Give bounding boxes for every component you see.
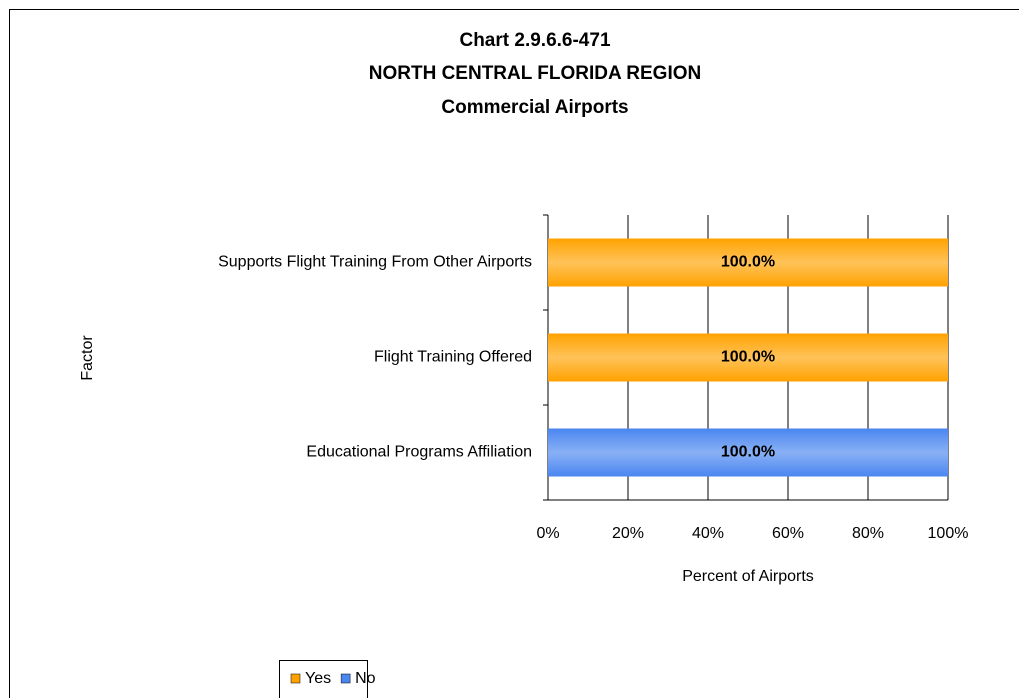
- bar-shine: [548, 238, 948, 287]
- data-label: 100.0%: [721, 444, 775, 461]
- data-label: 100.0%: [721, 349, 775, 366]
- legend-swatch: [290, 673, 301, 684]
- bar-shine: [548, 428, 948, 477]
- chart-border: [9, 9, 1019, 698]
- x-tick-label: 40%: [692, 525, 724, 542]
- x-tick-label: 0%: [536, 525, 559, 542]
- bar-shine: [548, 333, 948, 382]
- chart-title: Chart 2.9.6.6-471: [459, 30, 610, 51]
- chart-title: NORTH CENTRAL FLORIDA REGION: [369, 63, 702, 84]
- legend-label: Yes: [305, 670, 331, 687]
- y-tick-label: Educational Programs Affiliation: [306, 444, 532, 461]
- data-label: 100.0%: [721, 254, 775, 271]
- y-axis-title: Factor: [79, 335, 96, 381]
- x-tick-label: 100%: [928, 525, 969, 542]
- y-tick-label: Flight Training Offered: [374, 349, 532, 366]
- x-tick-label: 80%: [852, 525, 884, 542]
- chart-title: Commercial Airports: [441, 97, 628, 118]
- legend-swatch: [340, 673, 351, 684]
- y-tick-label: Supports Flight Training From Other Airp…: [218, 254, 532, 271]
- legend-label: No: [355, 670, 376, 687]
- x-tick-label: 20%: [612, 525, 644, 542]
- x-tick-label: 60%: [772, 525, 804, 542]
- x-axis-title: Percent of Airports: [682, 568, 814, 585]
